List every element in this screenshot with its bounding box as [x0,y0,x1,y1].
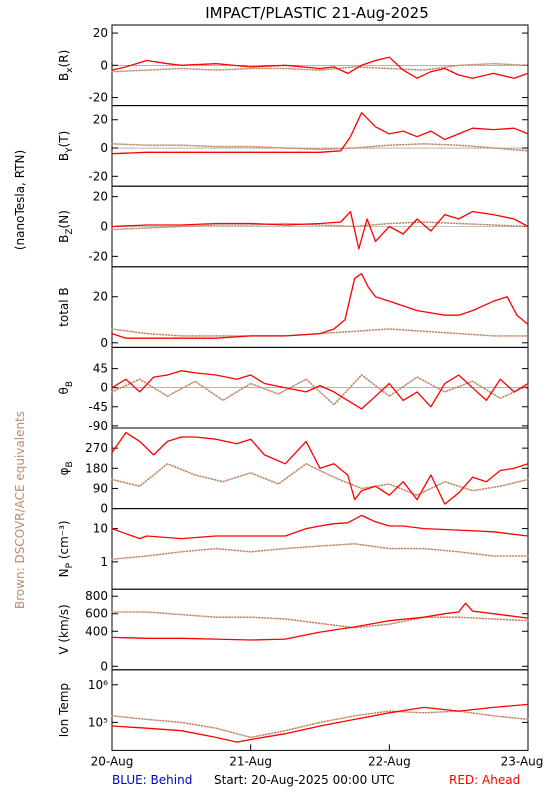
panel-np: 1 10 NP (cm⁻³) [57,508,529,590]
series-ahead [111,370,529,410]
panel-temp: 10⁵ 10⁶ Ion Temp [57,669,529,751]
panel-v: 0 400 600 800 V (km/s) [57,588,529,673]
y-tick-label: 0 [100,336,108,350]
series-ahead [111,431,529,505]
series-ahead [111,112,529,155]
series-dscovr [111,221,529,231]
y-tick-label: -20 [88,91,108,105]
y-tick-label: 10⁶ [88,678,108,692]
y-tick-label: -20 [88,249,108,263]
y-tick-label: 0 [100,659,108,673]
panel-theta: -90 -45 0 45 θB [57,346,529,433]
y-tick-label: 400 [85,624,108,638]
y-tick-label: 800 [85,589,108,603]
y-tick-label: 0 [100,502,108,516]
panel-bx: -20 0 20 Bx(R) [57,24,529,107]
series-dscovr [111,710,529,739]
y-axis-label: Ion Temp [57,683,71,737]
series-ahead [111,273,529,339]
panel-phi: 0 90 180 270 φB [57,427,529,516]
y-tick-label: 90 [93,481,108,495]
y-tick-label: -90 [88,419,108,433]
y-axis-label: BY(T) [57,131,75,161]
series-ahead [111,56,529,79]
y-axis-label: Bx(R) [57,50,75,81]
panel-frame [111,669,529,751]
series-ahead [111,210,529,250]
footer-start-time: Start: 20-Aug-2025 00:00 UTC [214,773,395,787]
panel-by: -20 0 20 BY(T) [57,105,529,187]
y-tick-label: -20 [88,169,108,183]
series-dscovr [111,373,529,406]
y-tick-label: 20 [93,113,108,127]
y-tick-label: 0 [100,58,108,72]
series-dscovr [111,62,529,73]
legend-ahead: RED: Ahead [449,773,520,787]
chart-title: IMPACT/PLASTIC 21-Aug-2025 [205,4,429,22]
y-axis-label: φB [57,461,75,475]
series-dscovr [111,542,529,561]
y-tick-label: 600 [85,607,108,621]
y-tick-label: 20 [93,190,108,204]
y-tick-label: 45 [93,362,108,376]
y-axis-label: θB [57,381,75,395]
units-side-label: (nanoTesla, RTN) [13,150,27,250]
y-tick-label: 0 [100,141,108,155]
legend-behind: BLUE: Behind [112,773,192,787]
y-tick-label: -45 [88,400,108,414]
series-ahead [111,703,529,743]
series-dscovr [111,611,529,629]
y-tick-label: 0 [100,381,108,395]
y-tick-label: 10⁵ [88,715,108,729]
y-tick-label: 20 [93,26,108,40]
y-tick-label: 180 [85,461,108,475]
x-tick-label: 20-Aug [91,754,134,768]
y-tick-label: 20 [93,290,108,304]
panel-frame [111,508,529,590]
series-ahead [111,602,529,641]
y-axis-label: BZ(N) [57,210,75,243]
series-dscovr [111,142,529,152]
series-dscovr [111,328,529,337]
y-axis-label: total B [57,287,71,327]
panel-frame [111,588,529,671]
x-tick-label: 21-Aug [229,754,272,768]
x-axis: 20-Aug 21-Aug 22-Aug 23-Aug [91,744,544,768]
y-tick-label: 10 [93,522,108,536]
y-tick-label: 1 [100,555,108,569]
series-dscovr [111,462,529,497]
panel-bz: -20 0 20 BZ(N) [57,185,529,268]
y-tick-label: 0 [100,220,108,234]
x-tick-label: 22-Aug [368,754,411,768]
y-tick-label: 270 [85,441,108,455]
series-ahead [111,514,529,540]
panel-stack: -20 0 20 Bx(R) -20 0 20 BY(T) -20 0 20 BZ(N) 0 20 tota… [57,24,529,751]
x-tick-label: 23-Aug [501,754,544,768]
y-axis-label: NP (cm⁻³) [57,520,75,577]
dscovr-side-label: Brown: DSCOVR/ACE equivalents [13,411,27,609]
panel-btot: 0 20 total B [57,266,529,350]
y-axis-label: V (km/s) [57,604,71,654]
